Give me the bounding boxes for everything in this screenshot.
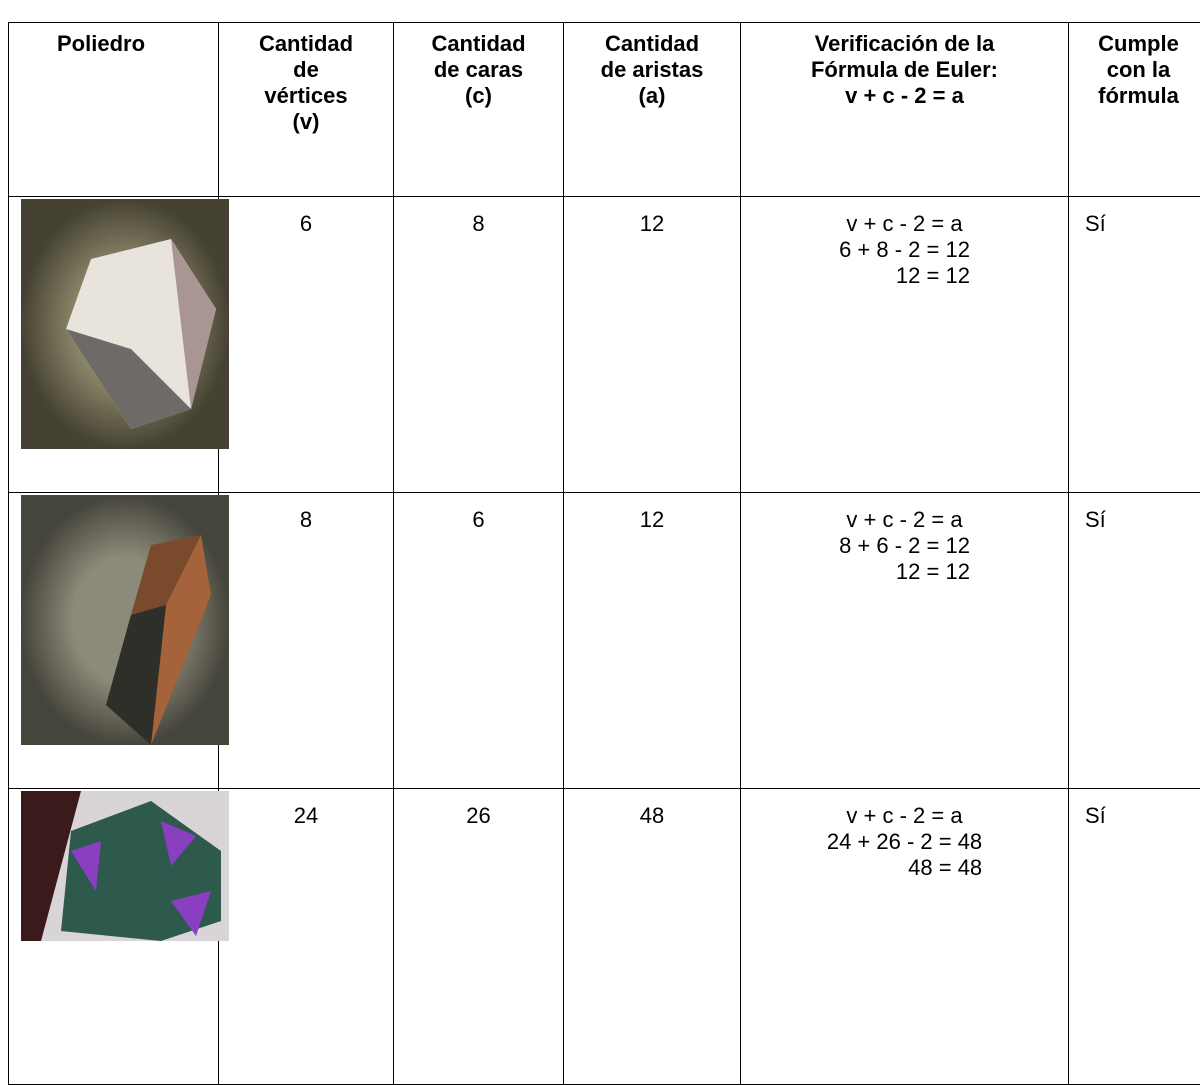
text-line: v + c - 2 = a [839,507,970,533]
aristas-cell: 12 [564,493,741,789]
caras-cell: 26 [394,789,564,1085]
vertices-cell: 6 [219,197,394,493]
text-line: v + c - 2 = a [741,83,1068,109]
caras-cell: 6 [394,493,564,789]
column-header: Poliedro [9,23,219,197]
text-line: de [219,57,393,83]
text-line: 8 + 6 - 2 = 12 [839,533,970,559]
text-line: Cantidad [564,31,740,57]
text-line: Verificación de la [741,31,1068,57]
text-line: vértices [219,83,393,109]
polyhedron-photo [21,495,229,745]
text-line: fórmula [1069,83,1200,109]
text-line: (v) [219,109,393,135]
text-line: v + c - 2 = a [827,803,982,829]
text-line: 48 = 48 [827,855,982,881]
text-line: 12 = 12 [839,263,970,289]
cumple-cell: Sí [1069,493,1200,789]
polyhedron-photo [21,199,229,449]
photo-cell [9,789,219,1085]
cumple-cell: Sí [1069,789,1200,1085]
text-line: 12 = 12 [839,559,970,585]
text-line: 24 + 26 - 2 = 48 [827,829,982,855]
text-line: 6 + 8 - 2 = 12 [839,237,970,263]
polyhedron-photo [21,791,229,941]
text-line: Poliedro [57,31,218,57]
photo-cell [9,493,219,789]
cumple-cell: Sí [1069,197,1200,493]
caras-cell: 8 [394,197,564,493]
vertices-cell: 24 [219,789,394,1085]
text-line: v + c - 2 = a [839,211,970,237]
vertices-cell: 8 [219,493,394,789]
text-line: con la [1069,57,1200,83]
text-line: Cantidad [394,31,563,57]
text-line: (a) [564,83,740,109]
text-line: Fórmula de Euler: [741,57,1068,83]
aristas-cell: 12 [564,197,741,493]
text-line: (c) [394,83,563,109]
text-line: Cumple [1069,31,1200,57]
aristas-cell: 48 [564,789,741,1085]
text-line: de caras [394,57,563,83]
text-line: Cantidad [219,31,393,57]
text-line: de aristas [564,57,740,83]
photo-cell [9,197,219,493]
